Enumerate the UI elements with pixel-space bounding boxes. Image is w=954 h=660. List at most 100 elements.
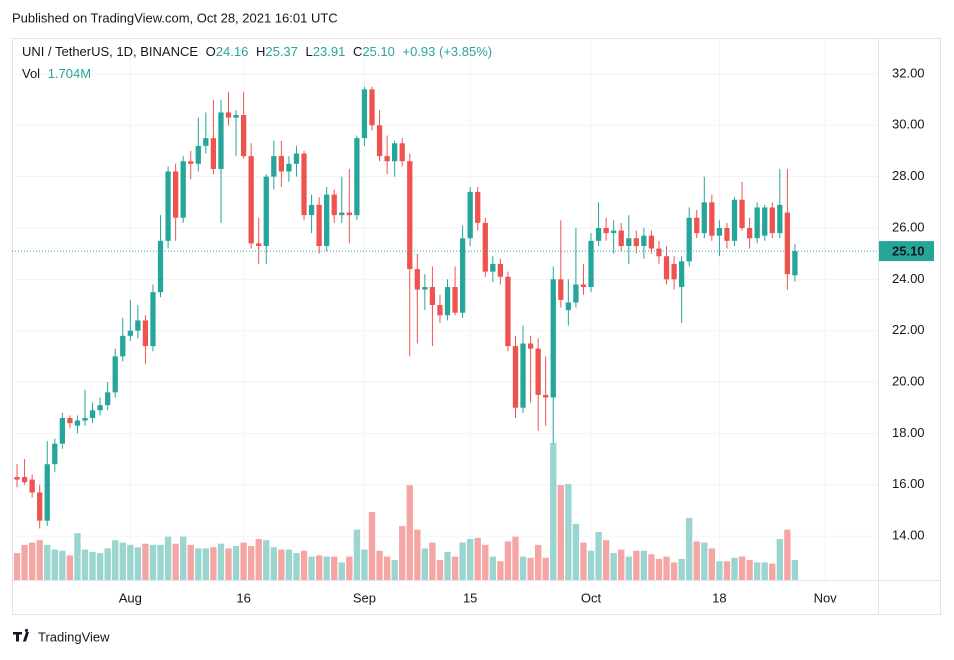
candle-body: [663, 256, 670, 280]
volume-bar: [210, 547, 217, 580]
candle-body: [769, 207, 775, 234]
volume-bar: [678, 558, 685, 580]
volume-bar: [406, 485, 413, 580]
vol-value: 1.704M: [48, 66, 91, 81]
candle-body: [361, 89, 368, 139]
candle-body: [437, 305, 443, 316]
volume-bar: [157, 544, 164, 580]
volume-bar: [59, 550, 66, 580]
volume-bar: [104, 548, 111, 580]
candle-body: [573, 284, 579, 303]
candle-body: [195, 145, 201, 164]
candle-body: [278, 156, 285, 172]
volume-bar: [429, 542, 436, 580]
volume-bar: [247, 546, 255, 580]
candle-body: [142, 320, 149, 347]
y-tick-label: 30.00: [892, 117, 925, 132]
candle-body: [475, 192, 481, 223]
candle-body: [210, 138, 217, 169]
volume-bar: [180, 536, 187, 580]
volume-bar: [172, 543, 179, 580]
x-tick-label: Aug: [119, 590, 142, 605]
y-tick-label: 20.00: [892, 373, 925, 388]
candle-body: [308, 204, 315, 216]
candle-body: [301, 153, 307, 216]
symbol: UNI / TetherUS, 1D, BINANCE: [22, 44, 198, 59]
candle-body: [422, 287, 428, 290]
candle-body: [716, 227, 723, 236]
volume-bar: [482, 544, 489, 580]
candle-body: [256, 243, 262, 246]
volume-bar: [74, 533, 81, 580]
candle-body: [369, 89, 375, 126]
candle-body: [731, 199, 738, 241]
volume-bar: [36, 540, 43, 580]
candle-body: [618, 230, 624, 246]
volume-bar: [670, 562, 678, 580]
volume-bar: [489, 556, 497, 580]
candle-body: [293, 153, 300, 164]
volume-bar: [436, 560, 444, 580]
volume-bar: [791, 560, 799, 580]
candle-body: [172, 171, 179, 218]
volume-bar: [270, 547, 277, 580]
candle-body: [565, 302, 571, 311]
volume-bar: [391, 560, 398, 580]
volume-bar: [648, 554, 655, 580]
candle-body: [399, 143, 405, 162]
candle-body: [240, 115, 247, 157]
candle-body: [392, 143, 398, 162]
candle-body: [89, 410, 96, 418]
volume-bar: [716, 561, 723, 580]
volume-bar: [421, 548, 429, 580]
y-tick-label: 28.00: [892, 168, 925, 183]
volume-bar: [784, 529, 791, 580]
volume-bar: [21, 544, 28, 580]
candle-body: [626, 238, 632, 246]
volume-bar: [527, 557, 534, 580]
volume-bar: [595, 531, 602, 580]
candle-body: [14, 477, 20, 480]
volume-legend: Vol 1.704M: [22, 66, 91, 81]
axes: 14.00 16.00 18.00 20.00 22.00 24.00 26.00 28.00…: [12, 65, 934, 605]
candle-body: [384, 156, 390, 162]
volume-bar: [640, 550, 648, 580]
volume-bar: [497, 561, 504, 580]
volume-bar: [550, 443, 557, 580]
volume-bar: [731, 557, 738, 580]
candle-body: [324, 194, 330, 246]
volume-bar: [89, 551, 96, 580]
candle-body: [490, 263, 496, 272]
volume-bar: [572, 523, 580, 580]
candle-body: [21, 477, 28, 483]
last-price-label: 25.10: [892, 244, 925, 259]
volume-bar: [625, 556, 632, 580]
candle-body: [550, 279, 556, 398]
volume-bar: [512, 536, 519, 580]
candle-body: [512, 346, 519, 408]
volume-bar: [701, 542, 708, 580]
candle-body: [580, 284, 587, 288]
candle-body: [641, 235, 647, 246]
volume-bar: [127, 544, 134, 580]
volume-bar: [315, 555, 323, 580]
candle-body: [203, 138, 209, 146]
volume-bar: [66, 555, 74, 580]
candle-body: [739, 199, 745, 228]
volume-bar: [580, 542, 587, 580]
close-value: 25.10: [362, 44, 395, 59]
volume-bar: [376, 550, 383, 580]
open-label: O: [206, 44, 216, 59]
volume-bar: [663, 556, 670, 580]
volume: [13, 443, 799, 580]
volume-bar: [761, 562, 768, 580]
volume-bar: [195, 548, 202, 580]
volume-bar: [300, 550, 308, 580]
volume-bar: [693, 541, 700, 580]
brand-logo: [13, 628, 29, 642]
volume-bar: [202, 548, 210, 580]
volume-bar: [633, 550, 640, 580]
candle-body: [127, 330, 133, 336]
candle-body: [376, 125, 383, 157]
